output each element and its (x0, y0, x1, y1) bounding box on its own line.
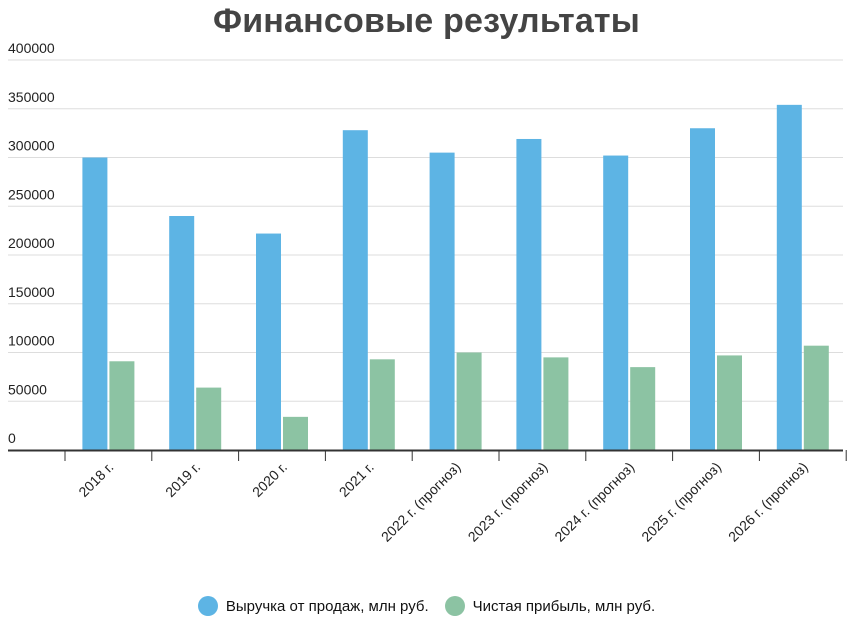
x-tick-label: 2024 г. (прогноз) (551, 459, 637, 545)
y-tick-label: 250000 (8, 186, 55, 202)
legend-item-revenue: Выручка от продаж, млн руб. (197, 596, 429, 616)
x-tick-label: 2018 г. (75, 459, 116, 500)
bar-profit (283, 416, 308, 450)
chart-legend: Выручка от продаж, млн руб. Чистая прибы… (0, 596, 853, 616)
legend-item-profit: Чистая прибыль, млн руб. (444, 596, 656, 616)
legend-swatch-revenue (197, 596, 218, 616)
bar-profit (717, 355, 742, 450)
bar-profit (369, 359, 395, 450)
bar-profit (630, 367, 656, 450)
bar-revenue (82, 157, 108, 450)
legend-label-revenue: Выручка от продаж, млн руб. (225, 597, 429, 615)
y-tick-label: 50000 (8, 381, 47, 397)
chart-title: Финансовые результаты (212, 2, 641, 40)
x-tick-label: 2021 г. (336, 459, 377, 500)
y-tick-label: 300000 (8, 138, 55, 154)
bar-profit (543, 357, 569, 450)
gridlines (8, 59, 843, 402)
x-tick-label: 2022 г. (прогноз) (378, 459, 464, 545)
x-tick-label: 2026 г. (прогноз) (725, 459, 811, 545)
bar-profit (456, 352, 482, 450)
y-axis-ticks: 0 50000 100000 150000 200000 250000 300000 3500… (8, 40, 55, 446)
bar-revenue (429, 152, 455, 450)
x-tick-label: 2023 г. (прогноз) (465, 459, 551, 545)
bar-revenue (256, 233, 281, 450)
x-tick-label: 2020 г. (249, 459, 290, 500)
y-tick-label: 100000 (8, 333, 55, 349)
bar-revenue (603, 155, 629, 451)
bar-revenue (342, 130, 368, 450)
bars (82, 104, 829, 451)
legend-swatch-profit (444, 596, 465, 616)
y-tick-label: 400000 (8, 40, 55, 56)
bar-revenue (169, 216, 195, 450)
x-axis (8, 449, 847, 461)
bar-profit (109, 361, 135, 450)
bar-revenue (516, 138, 542, 450)
y-tick-label: 350000 (8, 89, 55, 105)
y-tick-label: 0 (8, 430, 16, 446)
bar-revenue (690, 128, 715, 450)
x-tick-label: 2019 г. (162, 459, 203, 500)
legend-label-profit: Чистая прибыль, млн руб. (472, 597, 656, 615)
y-tick-label: 150000 (8, 284, 55, 300)
bar-profit (803, 345, 829, 450)
x-tick-label: 2025 г. (прогноз) (638, 459, 724, 545)
y-tick-label: 200000 (8, 235, 55, 251)
bar-profit (196, 387, 222, 450)
bar-revenue (776, 104, 802, 450)
x-axis-ticks: 2018 г. 2019 г. 2020 г. 2021 г. 2022 г. (про… (75, 459, 811, 545)
